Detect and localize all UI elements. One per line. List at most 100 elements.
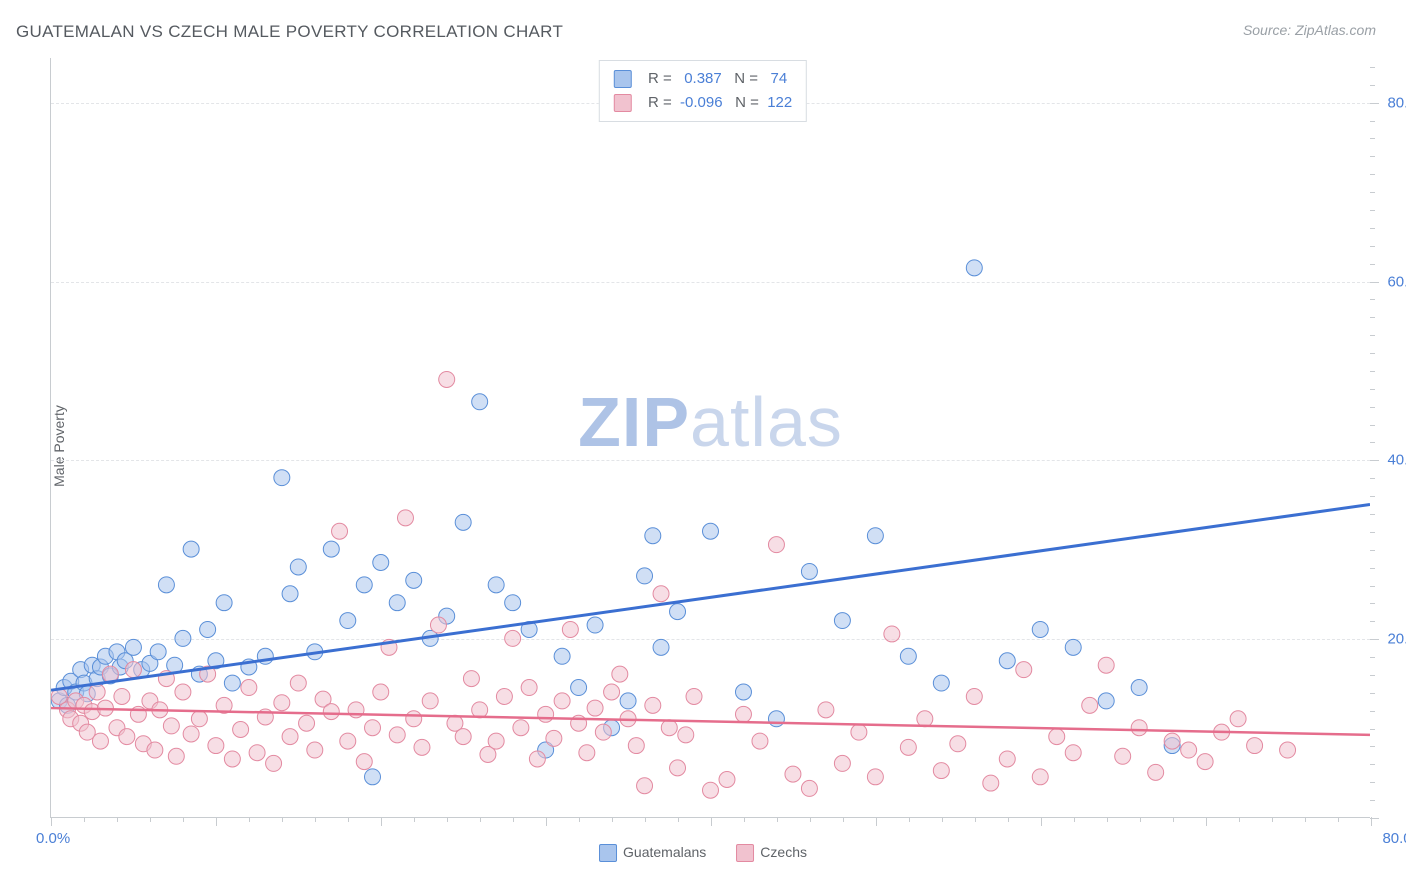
data-point	[241, 680, 257, 696]
x-tick	[513, 817, 514, 822]
data-point	[430, 617, 446, 633]
data-point	[439, 371, 455, 387]
data-point	[249, 745, 265, 761]
data-point	[1115, 748, 1131, 764]
data-point	[785, 766, 801, 782]
y-tick-label: 80.0%	[1387, 94, 1406, 111]
y-tick	[1370, 532, 1375, 533]
data-point	[661, 720, 677, 736]
data-point	[653, 639, 669, 655]
data-point	[168, 748, 184, 764]
data-point	[406, 711, 422, 727]
correlation-chart: GUATEMALAN VS CZECH MALE POVERTY CORRELA…	[0, 0, 1406, 892]
data-point	[488, 733, 504, 749]
legend-swatch	[599, 844, 617, 862]
y-tick	[1370, 621, 1375, 622]
source-credit: Source: ZipAtlas.com	[1243, 22, 1376, 38]
data-point	[389, 727, 405, 743]
data-point	[637, 568, 653, 584]
data-point	[200, 621, 216, 637]
x-tick	[744, 817, 745, 822]
data-point	[703, 782, 719, 798]
data-point	[884, 626, 900, 642]
data-point	[801, 780, 817, 796]
y-tick	[1370, 156, 1375, 157]
data-point	[175, 630, 191, 646]
data-point	[365, 720, 381, 736]
data-point	[1016, 662, 1032, 678]
stats-legend-box: R = 0.387 N = 74 R = -0.096 N = 122	[599, 60, 807, 122]
data-point	[801, 563, 817, 579]
legend-item: Guatemalans	[599, 844, 706, 862]
data-point	[678, 727, 694, 743]
y-tick	[1370, 299, 1375, 300]
data-point	[546, 730, 562, 746]
y-tick	[1370, 353, 1375, 354]
legend-swatch	[736, 844, 754, 862]
data-point	[163, 718, 179, 734]
x-tick	[381, 817, 382, 826]
data-point	[125, 662, 141, 678]
x-tick	[1272, 817, 1273, 822]
data-point	[735, 684, 751, 700]
x-tick	[711, 817, 712, 826]
x-tick	[117, 817, 118, 822]
data-point	[365, 769, 381, 785]
data-point	[233, 722, 249, 738]
x-tick	[777, 817, 778, 822]
y-tick	[1370, 192, 1375, 193]
data-point	[455, 729, 471, 745]
data-point	[224, 675, 240, 691]
data-point	[332, 523, 348, 539]
y-tick	[1370, 746, 1375, 747]
data-point	[307, 742, 323, 758]
data-point	[653, 586, 669, 602]
x-tick	[315, 817, 316, 822]
y-tick	[1370, 764, 1375, 765]
chart-title: GUATEMALAN VS CZECH MALE POVERTY CORRELA…	[16, 22, 563, 42]
legend-item: Czechs	[736, 844, 807, 862]
y-tick	[1370, 138, 1375, 139]
data-point	[323, 541, 339, 557]
data-point	[1098, 693, 1114, 709]
data-point	[290, 675, 306, 691]
data-point	[92, 733, 108, 749]
y-tick	[1370, 425, 1375, 426]
data-point	[703, 523, 719, 539]
data-point	[834, 613, 850, 629]
x-tick	[579, 817, 580, 822]
y-tick	[1370, 693, 1375, 694]
data-point	[208, 738, 224, 754]
y-tick-label: 20.0%	[1387, 631, 1406, 648]
x-tick	[1206, 817, 1207, 826]
data-point	[834, 755, 850, 771]
data-point	[1148, 764, 1164, 780]
data-point	[150, 644, 166, 660]
data-point	[406, 572, 422, 588]
data-point	[1082, 697, 1098, 713]
data-point	[1049, 729, 1065, 745]
y-tick	[1370, 818, 1379, 819]
data-point	[323, 704, 339, 720]
data-point	[604, 684, 620, 700]
y-tick	[1370, 657, 1375, 658]
y-tick	[1370, 371, 1375, 372]
data-point	[867, 769, 883, 785]
x-tick	[678, 817, 679, 822]
stats-row: R = 0.387 N = 74	[614, 67, 792, 91]
data-point	[818, 702, 834, 718]
data-point	[147, 742, 163, 758]
y-tick	[1370, 496, 1375, 497]
data-point	[628, 738, 644, 754]
legend-label: Czechs	[760, 844, 807, 860]
data-point	[1181, 742, 1197, 758]
y-tick-label: 40.0%	[1387, 452, 1406, 469]
data-point	[422, 693, 438, 709]
y-tick	[1370, 603, 1375, 604]
data-point	[851, 724, 867, 740]
data-point	[983, 775, 999, 791]
data-point	[463, 671, 479, 687]
y-tick	[1370, 550, 1375, 551]
data-point	[513, 720, 529, 736]
x-tick	[1074, 817, 1075, 822]
